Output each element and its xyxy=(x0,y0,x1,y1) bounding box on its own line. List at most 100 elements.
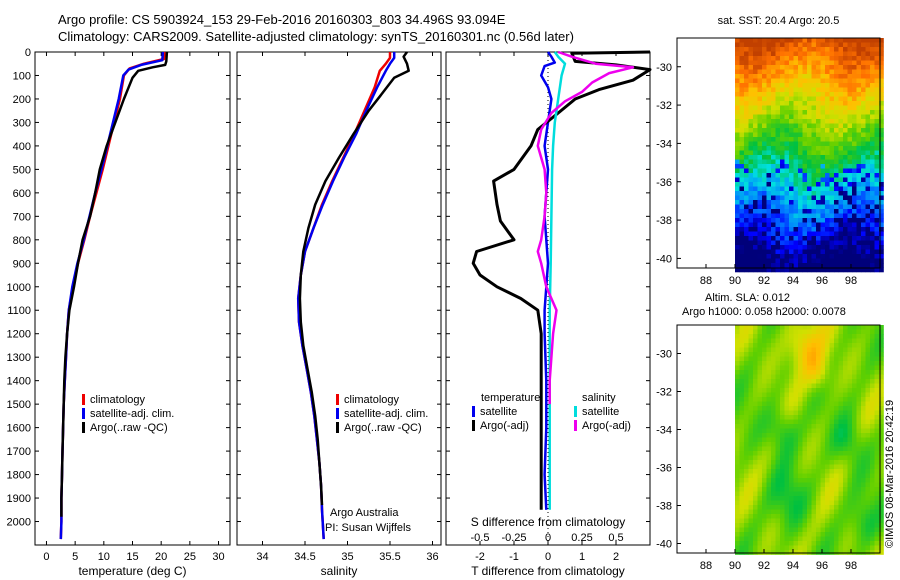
sla_map-cell xyxy=(766,527,772,533)
sst_map-cell xyxy=(753,60,758,66)
sla_map-cell xyxy=(766,379,772,384)
sst_map-cell xyxy=(847,141,853,147)
sst_map-cell xyxy=(771,42,776,48)
sla_map-cell xyxy=(834,424,839,429)
sla_map-cell xyxy=(852,397,857,402)
sla_map-cell xyxy=(847,509,853,515)
sla_map-cell xyxy=(816,338,821,344)
sst_map-cell xyxy=(775,204,781,210)
sla_map-cell xyxy=(838,523,844,528)
sla_map-cell xyxy=(820,370,826,375)
sla_map-cell xyxy=(834,536,839,542)
sla_map-cell xyxy=(762,442,767,447)
sst_map-cell xyxy=(874,213,880,219)
sst_map-cell xyxy=(789,141,794,147)
sla_map-cell xyxy=(811,374,817,380)
sst_map-cell xyxy=(861,218,866,223)
sst_map-cell xyxy=(874,87,880,93)
sst_map-cell xyxy=(744,240,749,246)
sst_map-cell xyxy=(870,137,875,142)
sla_map-cell xyxy=(825,487,830,492)
difference-legend-swatch xyxy=(472,420,475,431)
sla_map-cell xyxy=(811,419,817,425)
sla_map-cell xyxy=(798,550,803,555)
sst_map-cell xyxy=(757,173,763,178)
sst_map-cell xyxy=(802,267,808,273)
sst_map-cell xyxy=(784,78,790,84)
sla_map-cell xyxy=(789,325,794,330)
sst_map-cell xyxy=(744,213,749,219)
sst_map-cell xyxy=(748,78,754,84)
sst_map-cell xyxy=(771,236,776,241)
sst_map-cell xyxy=(784,159,790,165)
header-line2: Climatology: CARS2009. Satellite-adjuste… xyxy=(58,29,574,44)
sla_map-cell xyxy=(829,500,835,506)
sst_map-cell xyxy=(834,218,839,223)
sla_map-cell xyxy=(820,455,826,461)
sst_map-cell xyxy=(847,114,853,120)
sla_map-cell xyxy=(861,365,866,371)
sst_map-cell xyxy=(793,110,799,115)
sst_map-cell xyxy=(798,56,803,61)
sst_map-cell xyxy=(780,204,785,210)
sst_map-cell xyxy=(744,87,749,93)
sst_map-cell xyxy=(865,110,871,115)
sla_map-cell xyxy=(879,379,884,384)
sla_map-cell xyxy=(870,455,875,461)
sst_map-cell xyxy=(852,110,857,115)
sst_map-cell xyxy=(865,164,871,169)
sla_map-cell xyxy=(856,541,862,546)
sst_map-cell xyxy=(843,240,848,246)
sla_map-cell xyxy=(780,496,785,501)
sla_map-cell xyxy=(757,406,763,411)
sst_map-cell xyxy=(789,200,794,205)
sst_map-cell xyxy=(829,105,835,111)
sla_map-cell xyxy=(843,451,848,456)
sla_map-cell xyxy=(753,370,758,375)
sst_map-cell xyxy=(843,186,848,192)
sla_map-cell xyxy=(879,365,884,371)
sla_map-cell xyxy=(757,419,763,425)
sst_map-cell xyxy=(879,240,884,246)
sst_map-cell xyxy=(762,92,767,97)
sla_map-cell xyxy=(856,397,862,402)
sla_map-ytick-label: -36 xyxy=(656,463,672,475)
sst_map-cell xyxy=(856,141,862,147)
sla_map-cell xyxy=(811,496,817,501)
sla_map-cell xyxy=(852,419,857,425)
sst_map-cell xyxy=(766,218,772,223)
sst_map-cell xyxy=(852,150,857,156)
difference-legend-swatch xyxy=(472,406,475,417)
sla_map-cell xyxy=(825,509,830,515)
salinity-xtick-label: 36 xyxy=(426,551,438,563)
sla_map-cell xyxy=(852,482,857,488)
sla_map-cell xyxy=(784,361,790,366)
sst_map-cell xyxy=(820,78,826,84)
sst_map-cell xyxy=(775,258,781,264)
sst_map-cell xyxy=(847,209,853,214)
sla_map-cell xyxy=(838,451,844,456)
sla_map-cell xyxy=(816,406,821,411)
sla_map-cell xyxy=(775,334,781,339)
sst_map-cell xyxy=(879,164,884,169)
sla_map-cell xyxy=(865,523,871,528)
sst_map-cell xyxy=(789,263,794,268)
sla_map-cell xyxy=(784,469,790,474)
sla_map-cell xyxy=(847,433,853,438)
sst_map-cell xyxy=(865,263,871,268)
sst_map-cell xyxy=(753,222,758,228)
sst_map-cell xyxy=(744,47,749,52)
sst_map-cell xyxy=(847,42,853,48)
sla_map-cell xyxy=(852,487,857,492)
sst_map-cell xyxy=(807,227,812,232)
sst_map-cell xyxy=(780,56,785,61)
sst_map-cell xyxy=(744,182,749,187)
sla_map-cell xyxy=(879,338,884,344)
sla_map-cell xyxy=(870,518,875,524)
sla_map-cell xyxy=(874,374,880,380)
sla_map-cell xyxy=(739,325,745,330)
sst_map-cell xyxy=(771,173,776,178)
sst_map-cell xyxy=(852,74,857,79)
sst_map-cell xyxy=(739,267,745,273)
sla_map-cell xyxy=(739,464,745,470)
